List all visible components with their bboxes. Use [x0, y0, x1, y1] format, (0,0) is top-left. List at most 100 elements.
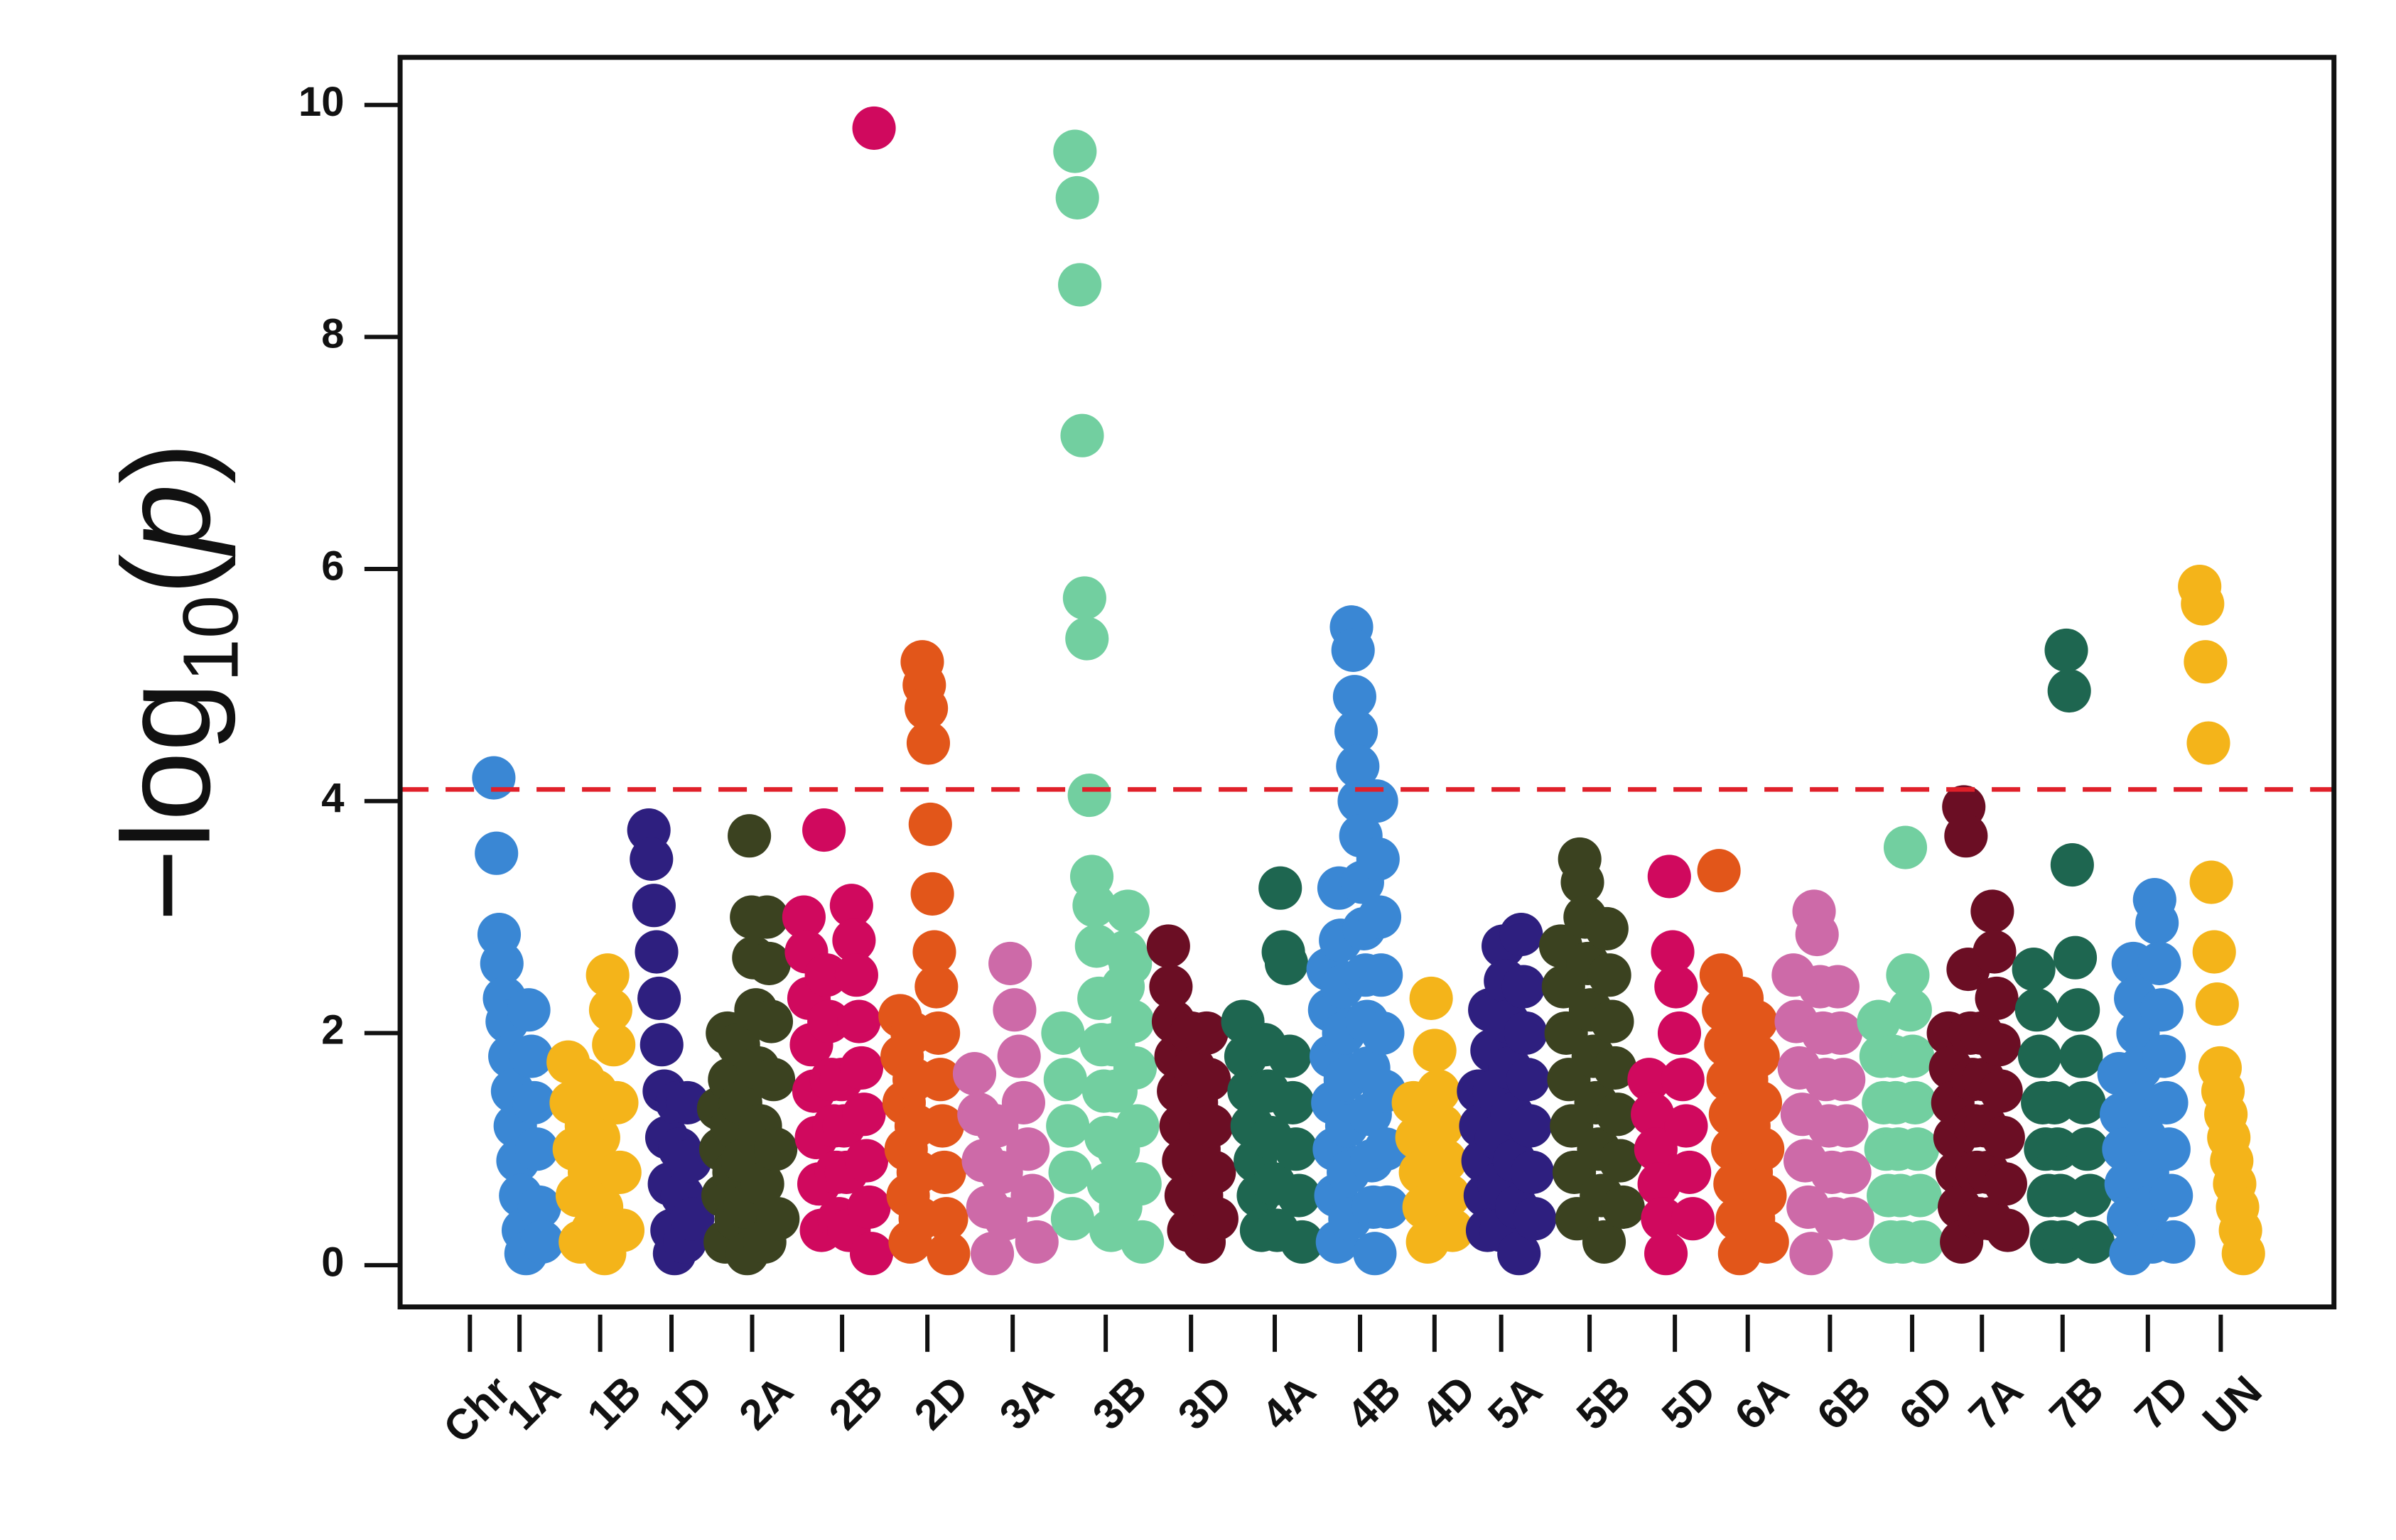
point [2017, 1034, 2062, 1078]
point [1596, 1092, 1640, 1137]
point [1697, 849, 1741, 893]
point [1795, 913, 1839, 957]
point [2195, 982, 2239, 1026]
point [1888, 988, 1932, 1032]
y-tick-label: 2 [321, 1007, 344, 1053]
point [728, 814, 772, 858]
point [1121, 1220, 1165, 1264]
point [512, 1080, 556, 1124]
point [1657, 1011, 1702, 1055]
point [1593, 1046, 1637, 1090]
point [507, 988, 551, 1032]
point [1977, 1023, 2021, 1067]
point [1118, 1162, 1162, 1206]
point [1359, 953, 1403, 997]
point [2137, 941, 2181, 985]
point [1745, 1220, 1789, 1264]
point [1898, 1173, 1942, 1218]
point [905, 686, 949, 730]
x-tick-label: 5A [1479, 1367, 1551, 1439]
point [922, 1150, 966, 1194]
point [1194, 1197, 1239, 1241]
plot-frame [397, 55, 2337, 1310]
point [1631, 1092, 1675, 1137]
x-tick-label: 3B [1084, 1367, 1156, 1439]
y-label-part: ) [97, 443, 237, 484]
point [1353, 1232, 1397, 1276]
x-tick-label: 3D [1169, 1367, 1241, 1439]
point [1511, 1150, 1555, 1194]
point [2186, 721, 2230, 765]
x-tick-label: 6B [1808, 1367, 1880, 1439]
point [1741, 1127, 1785, 1171]
point [1560, 860, 1604, 904]
point [1001, 1080, 1045, 1124]
x-tick-label: 2B [820, 1367, 892, 1439]
x-tick-label: 7B [2040, 1367, 2112, 1439]
point [1274, 1127, 1318, 1171]
point [1647, 855, 1691, 899]
point [842, 1092, 886, 1137]
point [509, 1034, 554, 1078]
point [1886, 953, 1930, 997]
point [1041, 1011, 1085, 1055]
point [1357, 895, 1402, 939]
point [745, 895, 789, 939]
point [1427, 1173, 1471, 1218]
points [472, 106, 2265, 1276]
point [1067, 774, 1111, 818]
point [576, 1115, 620, 1159]
point [1189, 1104, 1234, 1148]
point [2189, 860, 2233, 904]
point [480, 941, 524, 985]
y-label-sub: 10 [168, 595, 255, 682]
point [585, 953, 630, 997]
y-tick-label: 6 [321, 543, 344, 589]
point [1331, 628, 1375, 672]
point [1822, 1058, 1866, 1102]
x-tick-label: 6A [1725, 1367, 1798, 1439]
point [475, 831, 519, 875]
point [598, 1150, 642, 1194]
point [1046, 1104, 1090, 1148]
point [1828, 1150, 1872, 1194]
y-label-part: p [97, 484, 237, 557]
point [472, 756, 516, 800]
point [1048, 1150, 1092, 1194]
point [1050, 1197, 1095, 1241]
point [1985, 1208, 2030, 1252]
point [1055, 175, 1099, 219]
y-tick-label: 4 [321, 775, 344, 821]
point [1651, 930, 1695, 974]
point [1043, 1058, 1087, 1102]
point [2065, 1127, 2109, 1171]
point [782, 895, 826, 939]
point [1661, 1058, 1705, 1102]
point [592, 1023, 636, 1067]
point [1413, 1029, 1457, 1073]
x-tick-label: 5D [1653, 1367, 1725, 1439]
point [1277, 1173, 1321, 1218]
point [588, 988, 632, 1032]
point [1365, 1185, 1410, 1229]
point [1979, 1069, 2023, 1113]
point [1893, 1080, 1937, 1124]
point [1354, 779, 1398, 823]
point [1006, 1127, 1050, 1171]
point [2050, 843, 2094, 887]
x-tick-label: 4B [1338, 1367, 1410, 1439]
point [1789, 1232, 1833, 1276]
point [1192, 1150, 1236, 1194]
point [749, 999, 794, 1043]
point [1743, 1173, 1787, 1218]
point [1582, 1220, 1626, 1264]
point [1883, 825, 1928, 869]
point [2044, 628, 2088, 672]
point [952, 1052, 997, 1096]
point [1970, 889, 2014, 933]
point [1420, 1104, 1464, 1148]
point [1506, 1058, 1550, 1102]
point [804, 953, 848, 997]
x-tick-label: 7D [2125, 1367, 2198, 1439]
